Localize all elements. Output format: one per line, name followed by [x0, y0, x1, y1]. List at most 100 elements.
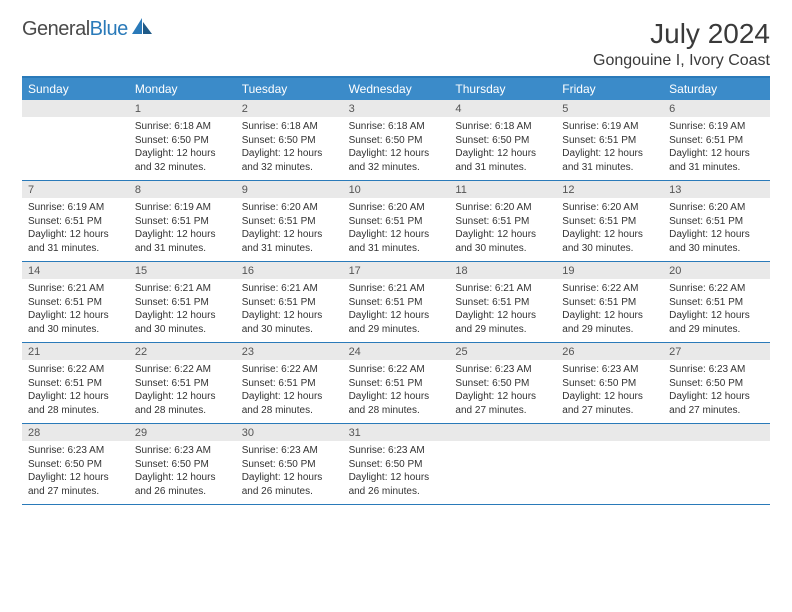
day-number: 17 [343, 262, 450, 279]
sunrise-text: Sunrise: 6:19 AM [28, 201, 123, 215]
day-detail: Sunrise: 6:22 AMSunset: 6:51 PMDaylight:… [236, 360, 343, 423]
day-detail: Sunrise: 6:22 AMSunset: 6:51 PMDaylight:… [343, 360, 450, 423]
sunset-text: Sunset: 6:51 PM [455, 215, 550, 229]
daylight-text: Daylight: 12 hours and 32 minutes. [135, 147, 230, 174]
daylight-text: Daylight: 12 hours and 28 minutes. [242, 390, 337, 417]
calendar-week: 21222324252627Sunrise: 6:22 AMSunset: 6:… [22, 343, 770, 424]
day-number: 22 [129, 343, 236, 360]
sunrise-text: Sunrise: 6:23 AM [562, 363, 657, 377]
day-number: 24 [343, 343, 450, 360]
day-header-saturday: Saturday [663, 78, 770, 100]
day-detail: Sunrise: 6:23 AMSunset: 6:50 PMDaylight:… [343, 441, 450, 504]
calendar-week: 28293031Sunrise: 6:23 AMSunset: 6:50 PMD… [22, 424, 770, 505]
day-detail: Sunrise: 6:23 AMSunset: 6:50 PMDaylight:… [449, 360, 556, 423]
day-detail: Sunrise: 6:23 AMSunset: 6:50 PMDaylight:… [663, 360, 770, 423]
daylight-text: Daylight: 12 hours and 30 minutes. [669, 228, 764, 255]
day-number: 25 [449, 343, 556, 360]
sunrise-text: Sunrise: 6:19 AM [562, 120, 657, 134]
day-detail: Sunrise: 6:20 AMSunset: 6:51 PMDaylight:… [236, 198, 343, 261]
daylight-text: Daylight: 12 hours and 30 minutes. [242, 309, 337, 336]
sunrise-text: Sunrise: 6:18 AM [455, 120, 550, 134]
sunrise-text: Sunrise: 6:18 AM [349, 120, 444, 134]
day-number: 15 [129, 262, 236, 279]
sunset-text: Sunset: 6:51 PM [669, 215, 764, 229]
daylight-text: Daylight: 12 hours and 28 minutes. [349, 390, 444, 417]
day-number [556, 424, 663, 441]
day-number: 28 [22, 424, 129, 441]
day-detail: Sunrise: 6:23 AMSunset: 6:50 PMDaylight:… [556, 360, 663, 423]
sunrise-text: Sunrise: 6:21 AM [28, 282, 123, 296]
sunset-text: Sunset: 6:50 PM [562, 377, 657, 391]
sunrise-text: Sunrise: 6:20 AM [562, 201, 657, 215]
day-number: 12 [556, 181, 663, 198]
daylight-text: Daylight: 12 hours and 31 minutes. [135, 228, 230, 255]
day-detail: Sunrise: 6:21 AMSunset: 6:51 PMDaylight:… [22, 279, 129, 342]
day-detail: Sunrise: 6:20 AMSunset: 6:51 PMDaylight:… [556, 198, 663, 261]
day-detail: Sunrise: 6:21 AMSunset: 6:51 PMDaylight:… [449, 279, 556, 342]
sunset-text: Sunset: 6:51 PM [669, 296, 764, 310]
sunrise-text: Sunrise: 6:23 AM [349, 444, 444, 458]
weeks-container: 123456Sunrise: 6:18 AMSunset: 6:50 PMDay… [22, 100, 770, 505]
sunrise-text: Sunrise: 6:23 AM [242, 444, 337, 458]
daylight-text: Daylight: 12 hours and 31 minutes. [242, 228, 337, 255]
daylight-text: Daylight: 12 hours and 31 minutes. [562, 147, 657, 174]
logo: GeneralBlue [22, 18, 154, 41]
sunset-text: Sunset: 6:51 PM [135, 377, 230, 391]
sunset-text: Sunset: 6:50 PM [455, 377, 550, 391]
sunset-text: Sunset: 6:50 PM [669, 377, 764, 391]
day-number: 13 [663, 181, 770, 198]
daylight-text: Daylight: 12 hours and 29 minutes. [669, 309, 764, 336]
daylight-text: Daylight: 12 hours and 30 minutes. [562, 228, 657, 255]
day-number: 18 [449, 262, 556, 279]
day-detail: Sunrise: 6:23 AMSunset: 6:50 PMDaylight:… [129, 441, 236, 504]
day-number: 1 [129, 100, 236, 117]
sunset-text: Sunset: 6:51 PM [455, 296, 550, 310]
day-number [449, 424, 556, 441]
title-block: July 2024 Gongouine I, Ivory Coast [593, 18, 770, 70]
daylight-text: Daylight: 12 hours and 32 minutes. [242, 147, 337, 174]
day-number: 9 [236, 181, 343, 198]
sunrise-text: Sunrise: 6:20 AM [455, 201, 550, 215]
day-header-thursday: Thursday [449, 78, 556, 100]
sunset-text: Sunset: 6:50 PM [242, 134, 337, 148]
day-number: 20 [663, 262, 770, 279]
sunset-text: Sunset: 6:51 PM [135, 215, 230, 229]
sunset-text: Sunset: 6:51 PM [135, 296, 230, 310]
sunrise-text: Sunrise: 6:22 AM [562, 282, 657, 296]
location-subtitle: Gongouine I, Ivory Coast [593, 52, 770, 70]
daylight-text: Daylight: 12 hours and 26 minutes. [135, 471, 230, 498]
sunset-text: Sunset: 6:50 PM [135, 134, 230, 148]
day-number: 27 [663, 343, 770, 360]
sunset-text: Sunset: 6:51 PM [28, 296, 123, 310]
day-detail: Sunrise: 6:18 AMSunset: 6:50 PMDaylight:… [449, 117, 556, 180]
sunrise-text: Sunrise: 6:22 AM [669, 282, 764, 296]
daylight-text: Daylight: 12 hours and 28 minutes. [28, 390, 123, 417]
day-detail: Sunrise: 6:19 AMSunset: 6:51 PMDaylight:… [556, 117, 663, 180]
day-number: 30 [236, 424, 343, 441]
sunrise-text: Sunrise: 6:22 AM [349, 363, 444, 377]
calendar-week: 14151617181920Sunrise: 6:21 AMSunset: 6:… [22, 262, 770, 343]
day-detail: Sunrise: 6:23 AMSunset: 6:50 PMDaylight:… [236, 441, 343, 504]
day-detail: Sunrise: 6:20 AMSunset: 6:51 PMDaylight:… [663, 198, 770, 261]
day-number: 5 [556, 100, 663, 117]
daylight-text: Daylight: 12 hours and 26 minutes. [349, 471, 444, 498]
day-detail: Sunrise: 6:19 AMSunset: 6:51 PMDaylight:… [22, 198, 129, 261]
sunrise-text: Sunrise: 6:20 AM [669, 201, 764, 215]
sunset-text: Sunset: 6:50 PM [135, 458, 230, 472]
daylight-text: Daylight: 12 hours and 30 minutes. [455, 228, 550, 255]
sunset-text: Sunset: 6:51 PM [28, 377, 123, 391]
day-number: 10 [343, 181, 450, 198]
day-detail [449, 441, 556, 504]
sunrise-text: Sunrise: 6:20 AM [349, 201, 444, 215]
sunset-text: Sunset: 6:50 PM [28, 458, 123, 472]
sunset-text: Sunset: 6:51 PM [349, 296, 444, 310]
sunrise-text: Sunrise: 6:19 AM [669, 120, 764, 134]
day-header-friday: Friday [556, 78, 663, 100]
daylight-text: Daylight: 12 hours and 27 minutes. [669, 390, 764, 417]
sunset-text: Sunset: 6:50 PM [455, 134, 550, 148]
day-detail: Sunrise: 6:19 AMSunset: 6:51 PMDaylight:… [663, 117, 770, 180]
sunrise-text: Sunrise: 6:21 AM [455, 282, 550, 296]
sunrise-text: Sunrise: 6:18 AM [135, 120, 230, 134]
daylight-text: Daylight: 12 hours and 32 minutes. [349, 147, 444, 174]
day-detail [663, 441, 770, 504]
